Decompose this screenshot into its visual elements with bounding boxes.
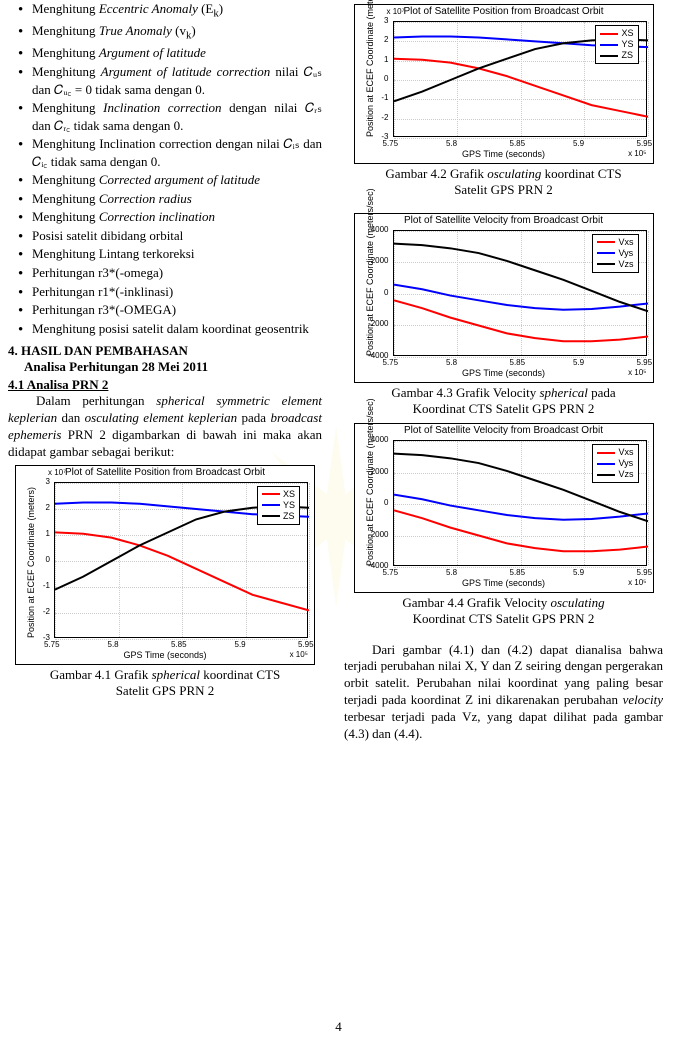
xtick: 5.8 [446,568,457,577]
bullet-item: Menghitung Inclination correction dengan… [18,99,322,134]
section-heading: 4. HASIL DAN PEMBAHASAN [8,343,322,359]
legend: VxsVysVzs [592,234,638,273]
chart41-wrap: Plot of Satellite Position from Broadcas… [8,465,322,700]
xtick: 5.85 [510,139,526,148]
xtick: 5.95 [637,139,653,148]
bullet-item: Perhitungan r1*(-inklinasi) [18,283,322,301]
caption-43: Gambar 4.3 Grafik Velocity spherical pad… [338,385,669,418]
section-sub: Analisa Perhitungan 28 Mei 2011 [8,359,322,375]
xtick: 5.85 [171,640,187,649]
chart-title: Plot of Satellite Velocity from Broadcas… [355,215,653,226]
xtick: 5.9 [235,640,246,649]
bullet-item: Menghitung Inclination correction dengan… [18,135,322,170]
xlabel: GPS Time (seconds) [355,368,653,378]
xlabel: GPS Time (seconds) [355,149,653,159]
bullet-list: Menghitung Eccentric Anomaly (Ek)Menghit… [8,0,322,337]
xtick: 5.8 [446,139,457,148]
bullet-item: Menghitung Lintang terkoreksi [18,245,322,263]
xtick: 5.95 [298,640,314,649]
bullet-item: Menghitung Eccentric Anomaly (Ek) [18,0,322,21]
ylabel: Position at ECEF Coordinate (meters/sec) [365,188,375,356]
left-column: Menghitung Eccentric Anomaly (Ek)Menghit… [0,0,330,699]
xtick: 5.8 [446,358,457,367]
chart-43: Plot of Satellite Velocity from Broadcas… [354,213,654,383]
ytick: 3 [18,477,50,486]
bullet-item: Menghitung Correction radius [18,190,322,208]
bullet-item: Menghitung Correction inclination [18,208,322,226]
xlabel: GPS Time (seconds) [355,578,653,588]
xtick: 5.8 [108,640,119,649]
caption-42: Gambar 4.2 Grafik osculating koordinat C… [338,166,669,199]
ylabel: Position at ECEF Coordinate (meters/sec) [365,398,375,566]
ylabel: Position at ECEF Coordinate (meters) [365,0,375,137]
bullet-item: Perhitungan r3*(-OMEGA) [18,301,322,319]
chart-42: Plot of Satellite Position from Broadcas… [354,4,654,164]
legend: VxsVysVzs [592,444,638,483]
bullet-item: Perhitungan r3*(-omega) [18,264,322,282]
left-paragraph: Dalam perhitungan spherical symmetric el… [8,393,322,461]
xtick: 5.95 [637,358,653,367]
xtick: 5.85 [510,358,526,367]
xtick: 5.75 [383,139,399,148]
section-411: 4.1 Analisa PRN 2 [8,377,322,393]
bullet-item: Menghitung True Anomaly (vk) [18,22,322,43]
chart42-wrap: Plot of Satellite Position from Broadcas… [338,4,669,199]
chart43-wrap: Plot of Satellite Velocity from Broadcas… [338,213,669,418]
bullet-item: Menghitung posisi satelit dalam koordina… [18,320,322,338]
bullet-item: Posisi satelit dibidang orbital [18,227,322,245]
xtick: 5.75 [383,568,399,577]
caption-44: Gambar 4.4 Grafik Velocity osculatingKoo… [338,595,669,628]
right-column: Plot of Satellite Position from Broadcas… [330,0,677,743]
xtick: 5.9 [573,358,584,367]
chart-title: Plot of Satellite Velocity from Broadcas… [355,425,653,436]
legend: XSYSZS [595,25,638,64]
bullet-item: Menghitung Argument of latitude [18,44,322,62]
xtick: 5.75 [44,640,60,649]
xlabel: GPS Time (seconds) [16,650,314,660]
xtick: 5.9 [573,139,584,148]
chart-44: Plot of Satellite Velocity from Broadcas… [354,423,654,593]
xtick: 5.75 [383,358,399,367]
y-exponent: x 10⁷ [387,7,405,16]
chart-41: Plot of Satellite Position from Broadcas… [15,465,315,665]
caption-41: Gambar 4.1 Grafik spherical koordinat CT… [8,667,322,700]
legend: XSYSZS [257,486,300,525]
page-number: 4 [0,1019,677,1035]
y-exponent: x 10⁷ [48,468,66,477]
ylabel: Position at ECEF Coordinate (meters) [26,487,36,638]
chart44-wrap: Plot of Satellite Velocity from Broadcas… [338,423,669,628]
xtick: 5.85 [510,568,526,577]
bullet-item: Menghitung Corrected argument of latitud… [18,171,322,189]
xtick: 5.9 [573,568,584,577]
bullet-item: Menghitung Argument of latitude correcti… [18,63,322,98]
xtick: 5.95 [637,568,653,577]
right-paragraph: Dari gambar (4.1) dan (4.2) dapat dianal… [338,642,669,743]
